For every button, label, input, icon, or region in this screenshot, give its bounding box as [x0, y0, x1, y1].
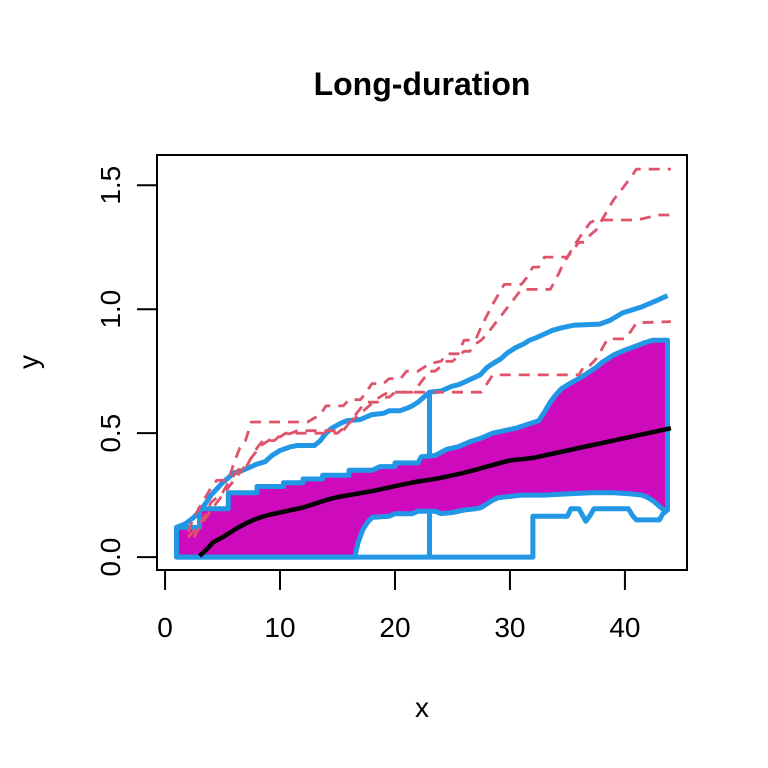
- x-tick-label: 40: [609, 612, 640, 643]
- confidence-band: [174, 337, 670, 560]
- y-tick-label: 1.5: [95, 166, 126, 205]
- y-tick-label: 0.0: [95, 538, 126, 577]
- y-tick-label: 1.0: [95, 290, 126, 329]
- x-tick-label: 30: [494, 612, 525, 643]
- x-axis-label: x: [415, 692, 429, 723]
- x-tick-label: 20: [379, 612, 410, 643]
- dashed-curve-high: [186, 167, 671, 533]
- y-axis-label: y: [13, 355, 44, 369]
- y-tick-label: 0.5: [95, 414, 126, 453]
- dashed-curve-low: [192, 320, 671, 538]
- lower-blue-curve: [176, 506, 670, 560]
- x-tick-label: 0: [157, 612, 173, 643]
- center-estimate-line: [197, 426, 672, 558]
- plot-border: [156, 154, 688, 571]
- chart-title: Long-duration: [314, 66, 531, 102]
- x-tick-label: 10: [264, 612, 295, 643]
- dashed-curve-mid: [186, 213, 671, 539]
